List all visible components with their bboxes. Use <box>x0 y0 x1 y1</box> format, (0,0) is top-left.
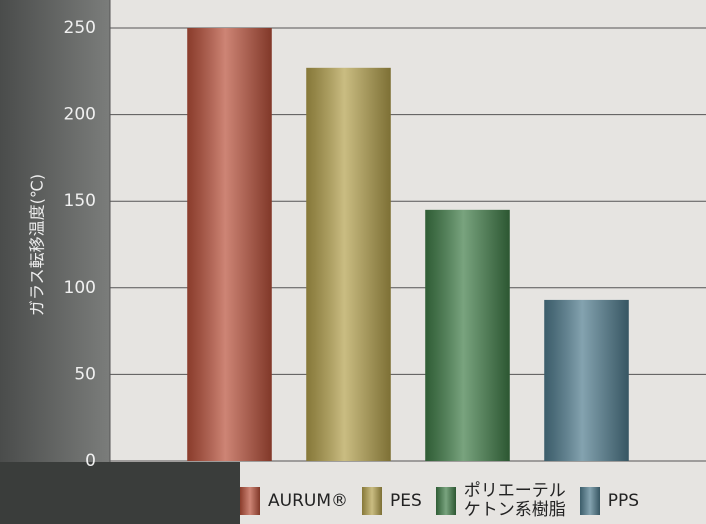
legend-label: PPS <box>607 490 640 511</box>
legend-swatch <box>435 487 456 515</box>
legend-label: ポリエーテル ケトン系樹脂 <box>463 481 566 520</box>
legend: AURUM® PES ポリエーテル ケトン系樹脂 PPS <box>240 478 706 524</box>
bar-shine <box>306 67 391 461</box>
y-axis-label: ガラス転移温度(℃) <box>28 174 47 316</box>
legend-item: PES <box>362 478 422 524</box>
photo-strip <box>0 0 110 524</box>
y-tick-label: 0 <box>85 451 96 471</box>
bar-shine <box>544 299 629 461</box>
y-tick-label: 100 <box>64 278 96 298</box>
y-tick-label: 250 <box>64 18 96 38</box>
photo-strip <box>0 462 240 524</box>
y-tick-label: 50 <box>74 364 96 384</box>
legend-label: PES <box>390 490 422 511</box>
legend-item: AURUM® <box>240 478 348 524</box>
legend-item: ポリエーテル ケトン系樹脂 <box>435 478 566 524</box>
legend-swatch <box>579 487 600 515</box>
y-tick-label: 200 <box>64 105 96 125</box>
legend-swatch <box>240 487 260 515</box>
legend-label: AURUM® <box>268 490 348 511</box>
y-tick-label: 150 <box>64 191 96 211</box>
bar-shine <box>187 28 272 461</box>
legend-item: PPS <box>579 478 640 524</box>
bar-shine <box>425 209 510 461</box>
legend-swatch <box>362 487 382 515</box>
